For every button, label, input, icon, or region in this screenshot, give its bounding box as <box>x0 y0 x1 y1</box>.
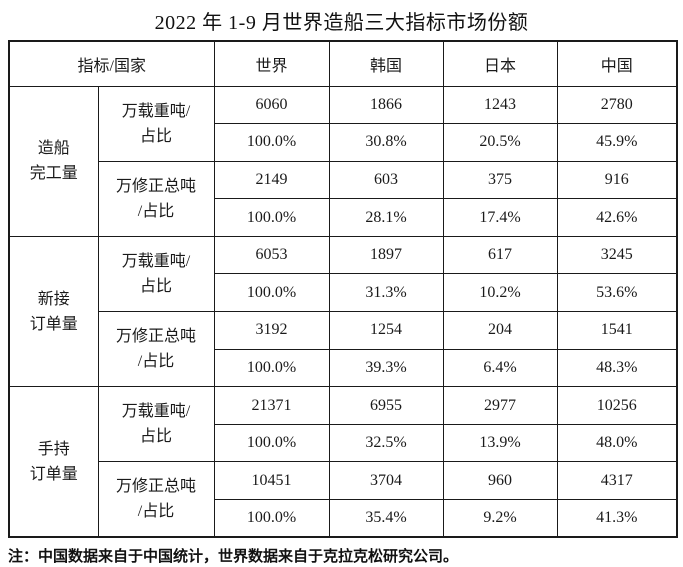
table-cell: 6.4% <box>442 348 558 388</box>
table-cell: 35.4% <box>328 499 444 538</box>
label-line: 手持 <box>37 440 70 458</box>
label-line: 万修正总吨 <box>116 177 197 195</box>
table-cell: 3704 <box>328 461 444 501</box>
table-cell: 42.6% <box>556 198 678 237</box>
table-cell: 13.9% <box>442 423 558 463</box>
page-title: 2022 年 1-9 月世界造船三大指标市场份额 <box>154 11 529 34</box>
metric-label-cgt: 万修正总吨 /占比 <box>97 461 215 538</box>
label-line: 占比 <box>140 127 173 145</box>
table-cell: 21371 <box>213 386 330 425</box>
table-row: 100.0% 32.5% 13.9% 48.0% <box>9 423 678 463</box>
header-col-china: 中国 <box>556 40 678 87</box>
table-cell: 28.1% <box>328 198 444 237</box>
table-cell: 2780 <box>556 85 678 125</box>
table-cell: 100.0% <box>213 123 330 162</box>
table-cell: 1897 <box>328 235 444 275</box>
table-row: 100.0% 39.3% 6.4% 48.3% <box>9 348 678 388</box>
table-cell: 48.0% <box>556 423 678 463</box>
table-cell: 100.0% <box>213 198 330 237</box>
table-cell: 2149 <box>213 160 330 200</box>
label-line: 万载重吨/ <box>121 102 191 120</box>
table-row: 万修正总吨 /占比 2149 603 375 916 <box>9 160 678 237</box>
table-cell: 30.8% <box>328 123 444 162</box>
table-cell: 960 <box>442 461 558 501</box>
table-cell: 31.3% <box>328 273 444 313</box>
table-row: 100.0% 35.4% 9.2% 41.3% <box>9 499 678 538</box>
table-cell: 9.2% <box>442 499 558 538</box>
metric-label-dwt: 万载重吨/ 占比 <box>97 235 215 313</box>
label-line: /占比 <box>137 202 175 220</box>
table-cell: 32.5% <box>328 423 444 463</box>
table-cell: 48.3% <box>556 348 678 388</box>
group-label-new-orders: 新接 订单量 <box>8 235 99 388</box>
label-line: 订单量 <box>29 465 78 483</box>
table-cell: 6955 <box>328 386 444 425</box>
label-line: 完工量 <box>29 165 78 183</box>
source-note: 注：中国数据来自于中国统计，世界数据来自于克拉克松研究公司。 <box>8 548 459 566</box>
market-share-table: 指标/国家 世界 韩国 日本 中国 造船 完工量 万载重吨/ 占比 6060 1… <box>8 40 679 539</box>
table-cell: 204 <box>442 311 558 350</box>
header-col-world: 世界 <box>213 40 330 87</box>
table-row: 100.0% 31.3% 10.2% 53.6% <box>9 273 678 313</box>
label-line: 万载重吨/ <box>121 403 191 421</box>
table-cell: 4317 <box>556 461 678 501</box>
label-line: 万修正总吨 <box>116 478 197 496</box>
table-row: 新接 订单量 万载重吨/ 占比 6053 1897 617 3245 <box>8 235 678 388</box>
label-line: 造船 <box>37 140 70 158</box>
table-cell: 100.0% <box>213 273 330 313</box>
table-cell: 617 <box>442 235 558 275</box>
metric-label-dwt: 万载重吨/ 占比 <box>97 85 215 162</box>
table-cell: 20.5% <box>442 123 558 162</box>
table-cell: 2977 <box>442 386 558 425</box>
table-cell: 10451 <box>213 461 330 501</box>
metric-label-cgt: 万修正总吨 /占比 <box>97 311 215 388</box>
label-line: /占比 <box>137 353 175 371</box>
label-line: /占比 <box>137 503 175 521</box>
table-cell: 39.3% <box>328 348 444 388</box>
table-header-row: 指标/国家 世界 韩国 日本 中国 <box>8 40 678 87</box>
table-cell: 1541 <box>556 311 678 350</box>
table-cell: 41.3% <box>556 499 678 538</box>
table-cell: 10.2% <box>442 273 558 313</box>
table-cell: 45.9% <box>556 123 678 162</box>
group-label-shipbuilding-completions: 造船 完工量 <box>8 85 99 237</box>
table-cell: 17.4% <box>442 198 558 237</box>
table-row: 100.0% 28.1% 17.4% 42.6% <box>9 198 678 237</box>
label-line: 占比 <box>140 428 173 446</box>
header-indicator-country: 指标/国家 <box>8 40 215 87</box>
table-cell: 6053 <box>213 235 330 275</box>
label-line: 万修正总吨 <box>116 328 197 346</box>
table-cell: 100.0% <box>213 348 330 388</box>
table-cell: 100.0% <box>213 423 330 463</box>
label-line: 万载重吨/ <box>121 252 191 270</box>
table-cell: 3192 <box>213 311 330 350</box>
table-cell: 916 <box>556 160 678 200</box>
metric-label-dwt: 万载重吨/ 占比 <box>97 386 215 463</box>
table-cell: 1243 <box>442 85 558 125</box>
table-row: 100.0% 30.8% 20.5% 45.9% <box>9 123 678 162</box>
label-line: 订单量 <box>29 315 78 333</box>
table-cell: 10256 <box>556 386 678 425</box>
table-row: 万修正总吨 /占比 3192 1254 204 1541 <box>9 311 678 388</box>
label-line: 新接 <box>37 290 70 308</box>
table-cell: 1254 <box>328 311 444 350</box>
table-cell: 603 <box>328 160 444 200</box>
header-col-korea: 韩国 <box>328 40 444 87</box>
table-row: 手持 订单量 万载重吨/ 占比 21371 6955 2977 10256 <box>8 386 678 538</box>
table-cell: 1866 <box>328 85 444 125</box>
table-cell: 3245 <box>556 235 678 275</box>
table-row: 万修正总吨 /占比 10451 3704 960 4317 <box>9 461 678 538</box>
table-cell: 100.0% <box>213 499 330 538</box>
table-row: 造船 完工量 万载重吨/ 占比 6060 1866 1243 2780 <box>8 85 678 237</box>
table-cell: 53.6% <box>556 273 678 313</box>
header-col-japan: 日本 <box>442 40 558 87</box>
label-line: 占比 <box>140 277 173 295</box>
group-label-orders-on-hand: 手持 订单量 <box>8 386 99 538</box>
table-cell: 375 <box>442 160 558 200</box>
metric-label-cgt: 万修正总吨 /占比 <box>97 160 215 237</box>
table-cell: 6060 <box>213 85 330 125</box>
